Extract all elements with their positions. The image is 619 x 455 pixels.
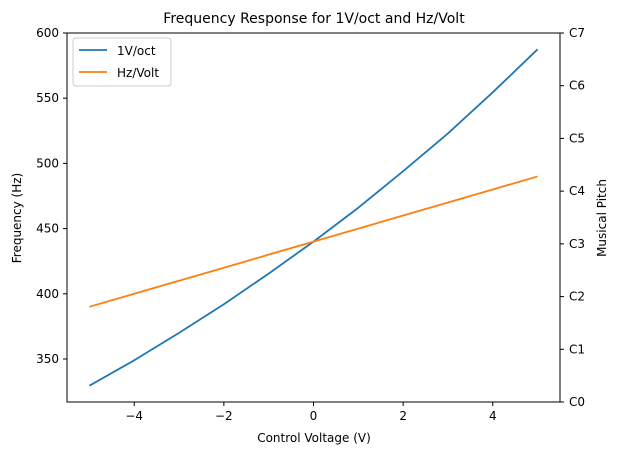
x-axis: −4 −2 0 2 4: [125, 402, 497, 423]
y-tick-label: 500: [36, 156, 59, 170]
legend-label-hz-volt: Hz/Volt: [117, 66, 159, 80]
right-tick-label: C7: [569, 26, 585, 40]
y-tick-label: 400: [36, 287, 59, 301]
legend-label-1v-oct: 1V/oct: [117, 44, 156, 58]
y-axis: 350 400 450 500 550 600: [36, 26, 67, 366]
x-tick-label: 0: [310, 409, 318, 423]
right-tick-label: C6: [569, 79, 585, 93]
y-tick-label: 600: [36, 26, 59, 40]
x-tick-label: −2: [215, 409, 233, 423]
y-tick-label: 450: [36, 222, 59, 236]
x-tick-label: −4: [125, 409, 143, 423]
x-tick-label: 2: [399, 409, 407, 423]
y-tick-label: 550: [36, 91, 59, 105]
right-axis-label: Musical Pitch: [595, 179, 609, 257]
y-tick-label: 350: [36, 352, 59, 366]
plot-area: [88, 48, 539, 387]
x-axis-label: Control Voltage (V): [257, 431, 371, 445]
right-axis: C0 C1 C2 C3 C4 C5 C6 C7: [560, 26, 585, 409]
series-line-hz-volt: [89, 175, 538, 308]
right-tick-label: C2: [569, 290, 585, 304]
series-line-1v-oct: [88, 48, 539, 387]
chart-title: Frequency Response for 1V/oct and Hz/Vol…: [163, 11, 465, 27]
plot-frame: [66, 32, 561, 403]
y-axis-label: Frequency (Hz): [10, 173, 24, 264]
right-tick-label: C3: [569, 237, 585, 251]
right-tick-label: C0: [569, 395, 585, 409]
right-tick-label: C5: [569, 131, 585, 145]
right-tick-label: C4: [569, 184, 585, 198]
right-tick-label: C1: [569, 342, 585, 356]
x-tick-label: 4: [489, 409, 497, 423]
legend: 1V/oct Hz/Volt: [72, 37, 172, 87]
